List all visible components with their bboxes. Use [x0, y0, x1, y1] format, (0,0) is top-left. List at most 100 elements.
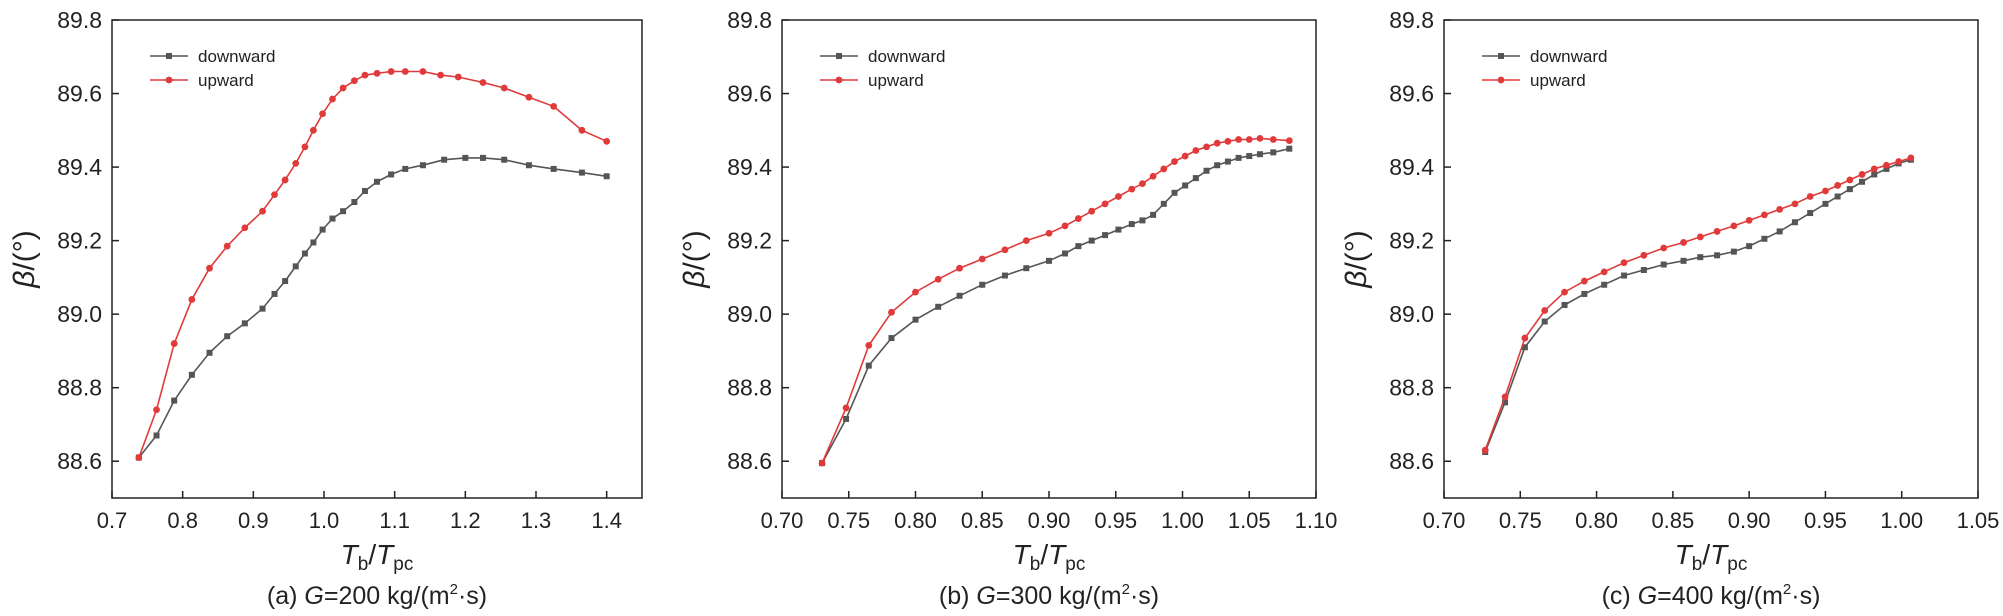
x-tick-label: 1.3 — [521, 508, 552, 533]
data-point-upward — [1001, 246, 1009, 254]
data-point-upward — [934, 275, 942, 283]
data-point-upward — [373, 69, 381, 77]
data-point-upward — [1806, 193, 1814, 200]
panel-caption: (b) G=300 kg/(m2·s) — [939, 581, 1159, 610]
legend-label-downward: downward — [1530, 47, 1608, 66]
y-tick-label: 89.2 — [1389, 228, 1434, 254]
data-point-upward — [912, 288, 919, 296]
data-point-downward — [1761, 235, 1768, 242]
data-point-upward — [1907, 154, 1915, 162]
y-tick-label: 89.2 — [57, 228, 102, 254]
data-point-downward — [843, 415, 850, 422]
data-point-downward — [1581, 290, 1588, 297]
data-point-upward — [1101, 200, 1109, 208]
chart-panel-1: 0.70 0.75 0.80 0.85 0.90 0.95 1.00 1.05 1.10 88.6… — [678, 7, 1337, 610]
data-point-downward — [329, 215, 336, 222]
data-point-downward — [1182, 182, 1189, 189]
data-point-upward — [1541, 307, 1549, 314]
data-point-upward — [188, 296, 196, 303]
data-point-downward — [1697, 254, 1704, 261]
y-tick-label: 89.4 — [1389, 154, 1434, 180]
data-point-downward — [1214, 162, 1221, 169]
data-point-upward — [206, 264, 213, 272]
data-point-downward — [1846, 186, 1853, 193]
data-point-downward — [525, 162, 532, 169]
x-tick-label: 0.95 — [1094, 508, 1137, 533]
data-point-upward — [1883, 161, 1890, 169]
legend-marker-upward — [165, 76, 173, 84]
panel-caption: (a) G=200 kg/(m2·s) — [267, 581, 487, 610]
data-point-upward — [1776, 205, 1784, 213]
data-point-upward — [153, 406, 160, 414]
data-point-upward — [888, 308, 895, 316]
data-point-upward — [1224, 137, 1232, 145]
data-point-downward — [1660, 261, 1667, 268]
y-tick-label: 89.6 — [1389, 81, 1434, 107]
data-point-upward — [1074, 215, 1082, 222]
y-axis-label: β/(°) — [678, 230, 711, 288]
data-point-upward — [223, 242, 231, 250]
y-tick-label: 89.4 — [57, 154, 102, 180]
legend-label-upward: upward — [868, 71, 924, 90]
data-point-downward — [1270, 149, 1277, 156]
x-tick-label: 1.05 — [1957, 508, 2000, 533]
x-tick-label: 0.7 — [97, 508, 128, 533]
x-axis-label: Tb/Tpc — [1675, 539, 1748, 575]
data-point-upward — [1245, 136, 1253, 143]
series-line-upward — [138, 70, 608, 458]
data-point-upward — [1192, 147, 1200, 154]
x-tick-label: 1.4 — [591, 508, 622, 533]
series-line-upward — [1484, 157, 1912, 451]
data-point-downward — [1160, 200, 1167, 207]
x-tick-label: 0.75 — [1499, 508, 1542, 533]
data-point-downward — [1150, 211, 1157, 218]
data-point-upward — [578, 126, 586, 134]
x-axis-label: Tb/Tpc — [341, 539, 414, 575]
y-tick-label: 88.8 — [1389, 375, 1434, 401]
legend-label-upward: upward — [1530, 71, 1586, 90]
data-point-upward — [350, 77, 358, 85]
y-tick-label: 89.8 — [727, 7, 772, 33]
data-point-upward — [241, 224, 249, 232]
data-point-upward — [479, 79, 487, 86]
data-point-upward — [1791, 200, 1799, 208]
data-point-upward — [500, 84, 508, 92]
data-point-upward — [301, 143, 309, 151]
y-tick-label: 88.6 — [1389, 448, 1434, 474]
data-point-downward — [419, 162, 426, 169]
data-point-upward — [319, 110, 326, 118]
data-point-upward — [1128, 185, 1136, 193]
legend-marker-downward — [1498, 53, 1504, 59]
x-axis-label: Tb/Tpc — [1013, 539, 1086, 575]
data-point-upward — [525, 93, 533, 101]
data-point-downward — [282, 278, 289, 285]
data-point-downward — [1601, 281, 1608, 288]
series-line-downward — [821, 147, 1290, 464]
data-point-upward — [1501, 393, 1509, 401]
y-tick-label: 89.0 — [727, 301, 772, 327]
data-point-downward — [1834, 193, 1841, 200]
x-tick-label: 1.0 — [309, 508, 340, 533]
data-point-downward — [1680, 257, 1687, 264]
y-tick-label: 89.8 — [1389, 7, 1434, 33]
data-point-downward — [979, 281, 986, 288]
data-point-upward — [135, 454, 143, 461]
data-point-upward — [292, 160, 300, 167]
data-point-downward — [462, 154, 469, 161]
data-point-upward — [1640, 251, 1648, 259]
legend-marker-downward — [166, 53, 172, 59]
data-point-downward — [1859, 178, 1866, 185]
chart-panel-0: 0.7 0.8 0.9 1.0 1.1 1.2 1.3 1.4 88.6 88.8 89.0 89.2… — [8, 7, 643, 610]
data-point-downward — [1171, 189, 1178, 196]
data-point-upward — [271, 191, 278, 199]
x-tick-label: 1.1 — [379, 508, 410, 533]
data-point-downward — [935, 303, 942, 310]
data-point-downward — [1075, 243, 1082, 250]
data-point-upward — [1846, 176, 1854, 184]
data-point-downward — [1640, 267, 1647, 274]
data-point-downward — [301, 250, 308, 257]
y-tick-label: 89.4 — [727, 154, 772, 180]
data-point-upward — [437, 71, 444, 79]
data-point-downward — [1730, 248, 1737, 255]
data-point-downward — [1776, 228, 1783, 235]
